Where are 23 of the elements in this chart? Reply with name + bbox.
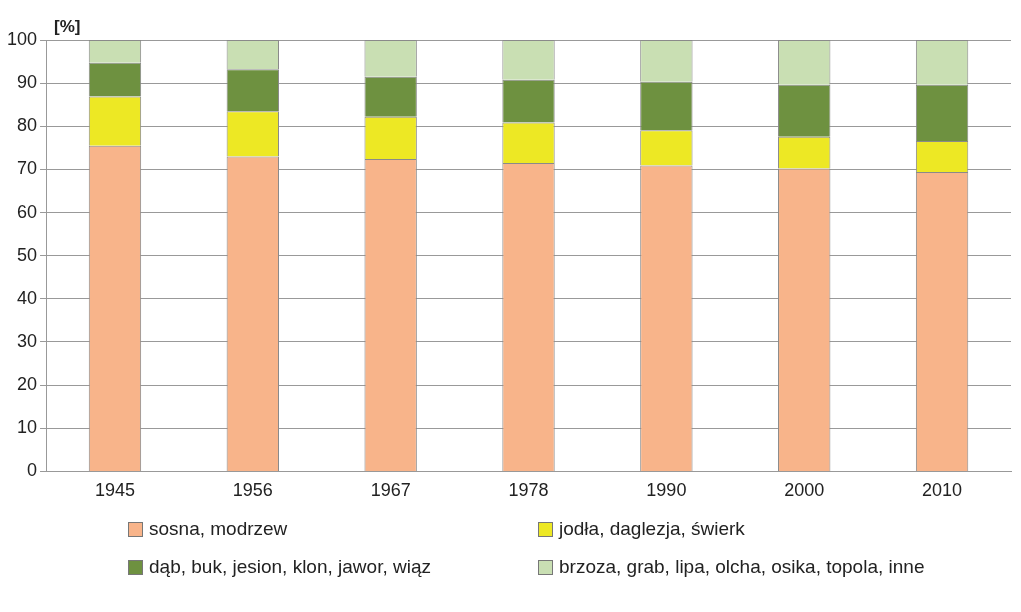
y-tick-label: 40 xyxy=(17,287,38,308)
legend-label: dąb, buk, jesion, klon, jawor, wiąz xyxy=(149,556,431,578)
x-tick-label: 1978 xyxy=(508,480,549,501)
y-tick-label: 10 xyxy=(17,417,38,438)
x-tick-label: 2000 xyxy=(784,480,825,501)
y-tick-label: 100 xyxy=(6,28,38,49)
y-tick-label: 70 xyxy=(17,158,38,179)
y-tick-label: 80 xyxy=(17,115,38,136)
legend-label: jodła, daglezja, świerk xyxy=(559,518,745,540)
y-tick-label: 50 xyxy=(17,244,38,265)
y-tick-label: 20 xyxy=(17,374,38,395)
x-tick-label: 1945 xyxy=(94,480,135,501)
legend-label: sosna, modrzew xyxy=(149,518,288,540)
x-tick-label: 1956 xyxy=(232,480,273,501)
y-tick-label: 0 xyxy=(27,460,38,481)
x-tick-label: 1967 xyxy=(370,480,411,501)
y-tick-label: 30 xyxy=(17,330,38,351)
legend-label: brzoza, grab, lipa, olcha, osika, topola, inne xyxy=(559,556,925,578)
y-tick-label: 90 xyxy=(17,72,38,93)
x-tick-label: 1990 xyxy=(646,480,687,501)
y-tick-label: 60 xyxy=(17,201,38,222)
x-tick-label: 2010 xyxy=(922,480,963,501)
y-axis-title: [%] xyxy=(54,17,81,37)
